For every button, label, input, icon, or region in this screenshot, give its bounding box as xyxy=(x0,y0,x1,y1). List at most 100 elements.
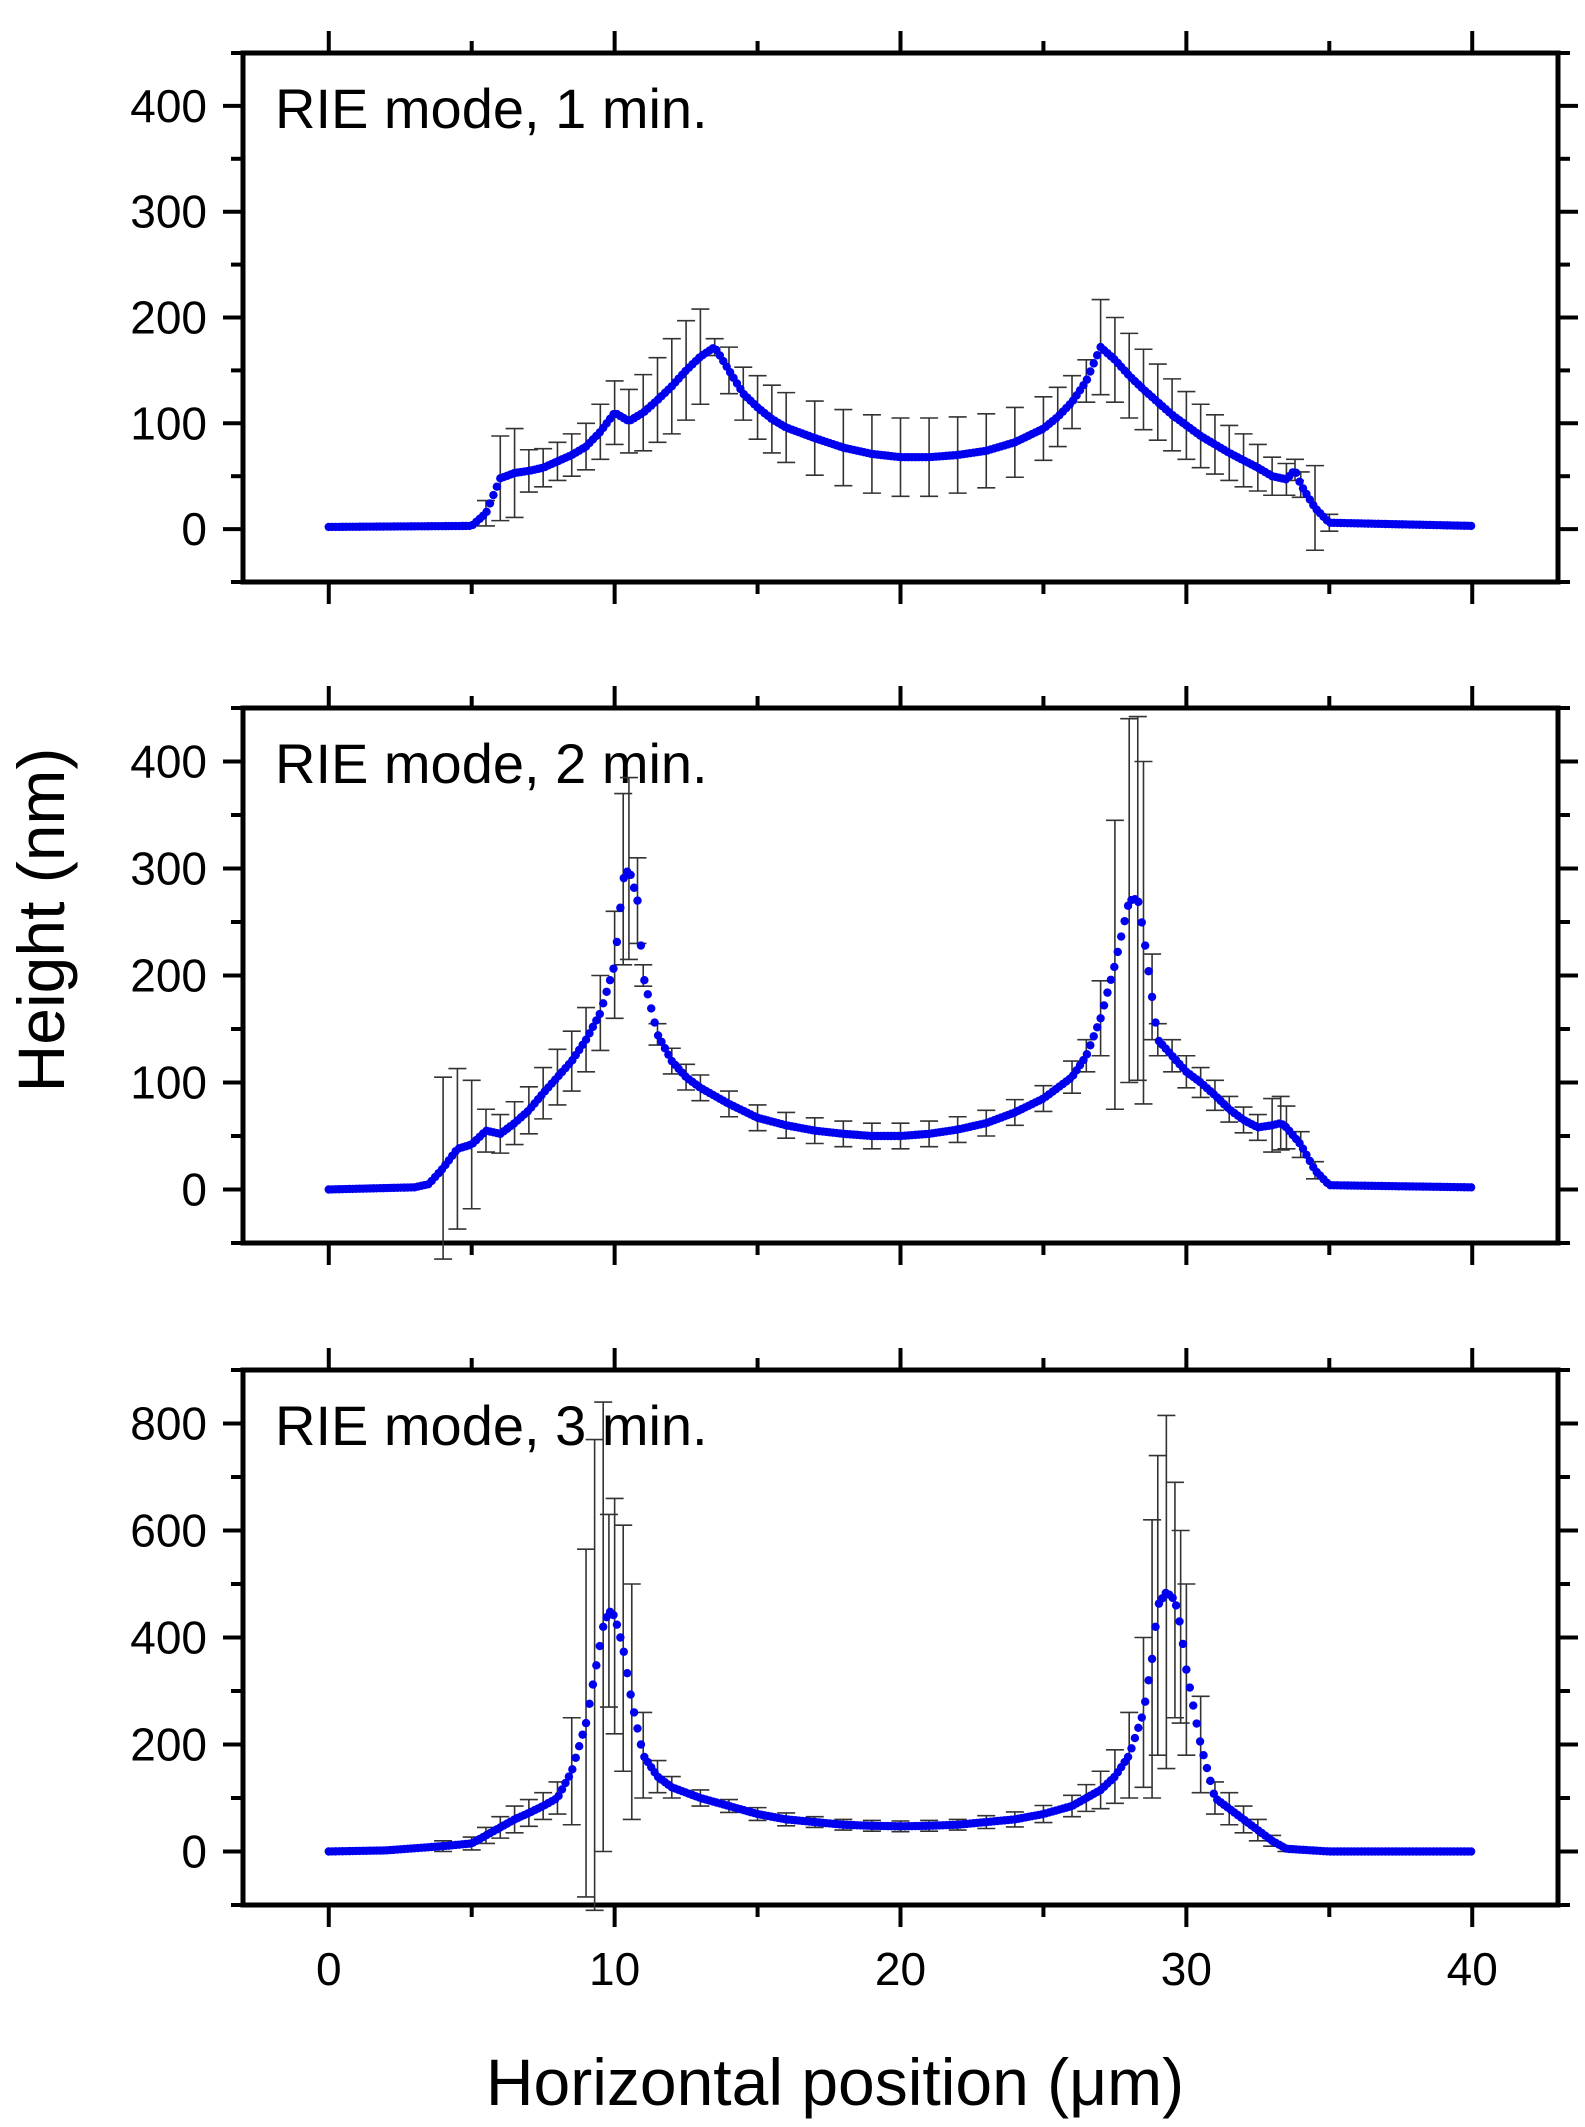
data-point xyxy=(592,1016,601,1025)
data-point xyxy=(581,1718,591,1728)
data-point xyxy=(636,1740,646,1749)
data-point xyxy=(1178,1639,1188,1649)
y-tick-label: 400 xyxy=(130,80,207,132)
data-point xyxy=(1127,1744,1136,1753)
data-point xyxy=(1171,1601,1181,1610)
data-point xyxy=(1147,992,1157,1002)
data-point xyxy=(1120,916,1129,926)
data-point xyxy=(1291,468,1301,478)
data-point xyxy=(482,507,491,517)
y-tick-label: 400 xyxy=(130,736,207,788)
data-point xyxy=(1130,1733,1140,1743)
data-point xyxy=(1199,1751,1208,1760)
data-point xyxy=(1137,918,1146,927)
y-tick-label: 200 xyxy=(130,950,207,1002)
data-point xyxy=(1466,1847,1476,1856)
data-point xyxy=(1082,1050,1092,1059)
data-point xyxy=(1305,1156,1315,1166)
data-point xyxy=(650,1018,659,1027)
data-point xyxy=(592,1661,601,1670)
data-point xyxy=(557,1785,567,1794)
data-point xyxy=(581,1035,591,1044)
data-point xyxy=(647,1004,656,1013)
data-point xyxy=(1092,1023,1102,1032)
data-point xyxy=(633,1724,642,1733)
y-tick-label: 0 xyxy=(181,503,207,555)
panel-1: 0 100 200 300 400 RIE mode, 1 min. xyxy=(130,31,1578,604)
data-point xyxy=(609,1610,618,1620)
y-tick-label: 0 xyxy=(181,1826,207,1878)
panel-2: 0 100 200 300 400 RIE mode, 2 min. xyxy=(130,686,1578,1265)
data-point xyxy=(1466,1183,1476,1192)
data-point xyxy=(1185,1683,1195,1692)
data-point xyxy=(1192,1719,1201,1728)
y-axis-label: Height (nm) xyxy=(4,748,78,1093)
data-point xyxy=(1302,1150,1311,1160)
data-point xyxy=(619,873,628,883)
data-point xyxy=(1086,1041,1095,1050)
data-point xyxy=(598,1622,608,1632)
data-point xyxy=(492,482,502,491)
data-point xyxy=(612,1620,622,1629)
data-point xyxy=(605,976,615,985)
y-tick-label: 600 xyxy=(130,1505,207,1557)
data-point xyxy=(1144,1676,1153,1685)
data-point xyxy=(626,1690,635,1699)
data-point xyxy=(653,1031,663,1040)
x-tick-label: 40 xyxy=(1447,1943,1498,1995)
data-point xyxy=(1113,947,1122,957)
data-point xyxy=(633,896,642,905)
x-axis-label: Horizontal position (μm) xyxy=(486,2045,1184,2119)
data-point xyxy=(1175,1617,1184,1626)
x-tick-label: 20 xyxy=(875,1943,926,1995)
x-tick-label: 10 xyxy=(589,1943,640,1995)
data-point xyxy=(623,1668,632,1678)
y-tick-label: 400 xyxy=(130,1612,207,1664)
data-point xyxy=(1103,988,1112,997)
data-point xyxy=(1089,1032,1098,1041)
data-point xyxy=(1089,359,1098,368)
y-tick-label: 200 xyxy=(130,1719,207,1771)
data-point xyxy=(1116,932,1126,941)
y-tick-label: 100 xyxy=(130,397,207,449)
data-point xyxy=(1168,1593,1177,1603)
data-point xyxy=(595,1009,604,1019)
data-point xyxy=(643,990,652,999)
data-point xyxy=(1466,521,1476,531)
data-point xyxy=(1144,967,1153,976)
data-point xyxy=(1134,1723,1143,1733)
data-point xyxy=(598,999,608,1008)
data-point xyxy=(616,903,625,912)
y-tick-label: 0 xyxy=(181,1164,207,1216)
y-tick-label: 300 xyxy=(130,843,207,895)
data-point xyxy=(1086,367,1095,376)
data-point xyxy=(568,1765,577,1774)
data-point xyxy=(626,870,635,880)
data-point xyxy=(1151,1018,1160,1027)
data-point xyxy=(554,1791,563,1801)
data-point xyxy=(1123,1752,1133,1762)
data-point xyxy=(1182,1665,1191,1674)
series-1 xyxy=(324,298,1476,552)
data-point xyxy=(629,1708,639,1717)
data-point xyxy=(1110,962,1119,972)
data-point xyxy=(485,499,495,508)
data-point xyxy=(1189,1701,1198,1710)
data-point xyxy=(636,941,646,950)
data-point xyxy=(1082,375,1092,384)
data-point xyxy=(1206,1776,1215,1786)
panel-annotation: RIE mode, 1 min. xyxy=(275,77,708,140)
data-point xyxy=(612,937,622,947)
data-point xyxy=(619,1647,628,1656)
data-point xyxy=(1298,1144,1308,1153)
data-point xyxy=(574,1742,584,1751)
y-tick-label: 100 xyxy=(130,1057,207,1109)
x-tick-label: 30 xyxy=(1161,1943,1212,1995)
data-point xyxy=(1147,1654,1157,1664)
y-tick-label: 200 xyxy=(130,292,207,344)
data-point xyxy=(1106,975,1116,984)
data-point xyxy=(578,1730,587,1739)
data-point xyxy=(1202,1763,1212,1773)
